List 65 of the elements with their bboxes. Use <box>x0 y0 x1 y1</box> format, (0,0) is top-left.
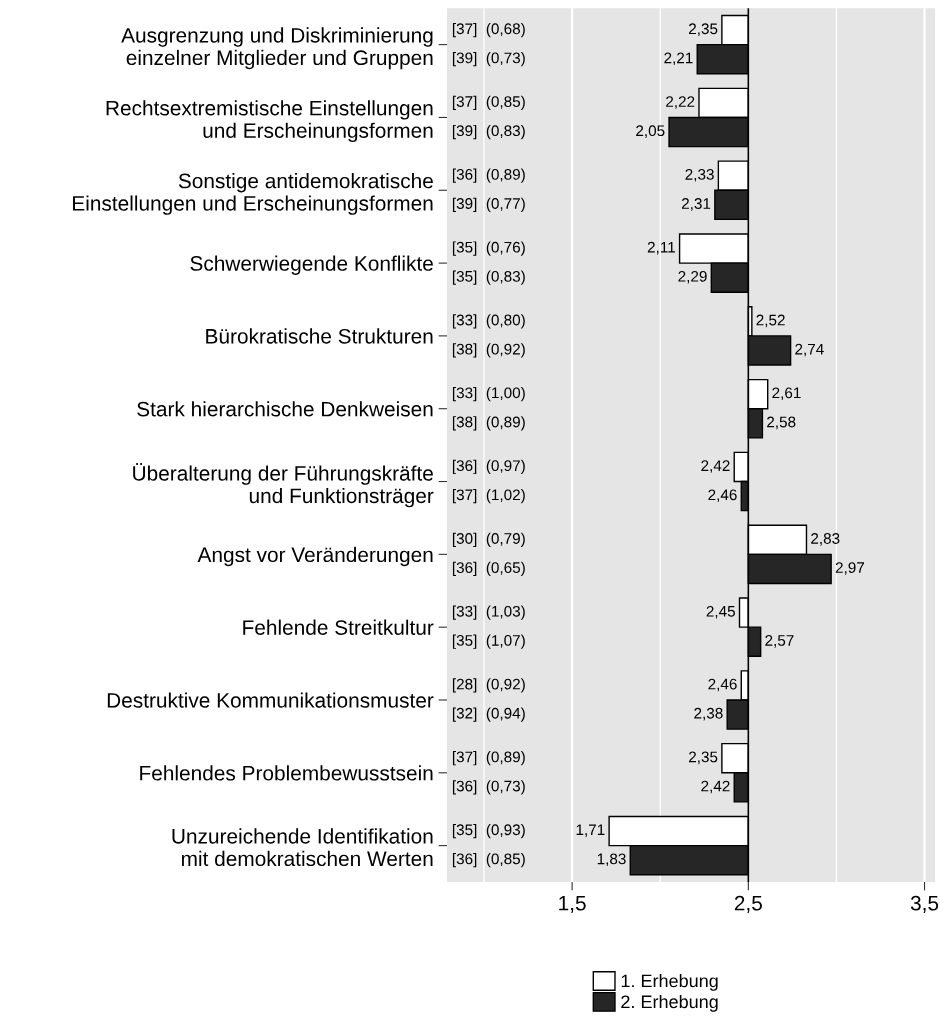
legend-label: 1. Erhebung <box>621 974 718 991</box>
data-label: 2,46 <box>708 489 737 502</box>
x-tick-label: 2,5 <box>734 895 762 913</box>
annotation: [30] (0,79) <box>452 532 525 547</box>
data-label: 2,22 <box>666 96 695 109</box>
y-tick-label: Schwerwiegende Konflikte <box>190 255 433 275</box>
annotation: [38] (0,92) <box>452 343 525 358</box>
x-tick-label: 1,5 <box>559 895 586 913</box>
annotation: [35] (0,93) <box>452 823 525 839</box>
annotation: [36] (0,89) <box>452 168 525 183</box>
annotation: [36] (0,73) <box>452 780 525 795</box>
y-tick-label: Angst vor Veränderungen <box>197 546 433 567</box>
annotation: [39] (0,77) <box>452 197 525 212</box>
y-tick-label: Fehlendes Problembewusstsein <box>140 765 433 781</box>
annotation: [33] (1,00) <box>452 387 525 402</box>
y-tick-label: Ausgrenzung und Diskriminierung einzelner Mitglieder und Gruppen <box>121 27 433 70</box>
data-label: 2,42 <box>701 460 730 473</box>
annotation: [35] (1,07) <box>452 634 525 649</box>
data-label: 2,83 <box>811 533 840 546</box>
data-label: 2,74 <box>795 343 824 357</box>
data-label: 2,97 <box>835 562 865 575</box>
data-label: 2,29 <box>678 270 707 284</box>
y-tick-label: Überalterung der Führungskräfte und Funktionsträger <box>133 463 434 508</box>
annotation: [33] (1,03) <box>452 605 525 620</box>
data-label: 2,35 <box>689 751 718 765</box>
data-label: 2,11 <box>647 241 675 255</box>
y-tick-label: Sonstige antidemokratische Einstellungen und Erscheinungsformen <box>73 173 433 215</box>
data-label: 2,21 <box>664 52 693 66</box>
data-label: 2,57 <box>765 635 794 648</box>
data-label: 2,42 <box>701 780 730 794</box>
data-label: 2,35 <box>689 23 718 36</box>
y-tick-label: Destruktive Kommunikationsmuster <box>107 692 434 708</box>
annotation: [36] (0,97) <box>452 459 525 475</box>
data-label: 1,71 <box>576 824 605 837</box>
x-tick-label: 3,5 <box>910 895 939 913</box>
y-tick-label: Bürokratische Strukturen <box>206 328 433 344</box>
y-tick-label: Unzureichende Identifikation mit demokratischen Werten <box>172 828 433 867</box>
annotation: [28] (0,92) <box>452 678 525 693</box>
data-label: 2,33 <box>685 168 714 182</box>
annotation: [37] (0,89) <box>452 751 525 766</box>
annotation: [33] (0,80) <box>452 314 525 329</box>
y-tick-label: Fehlende Streitkultur <box>243 619 434 635</box>
data-label: 2,45 <box>706 605 735 619</box>
legend-label: 2. Erhebung <box>621 994 718 1012</box>
data-label: 2,61 <box>772 387 801 401</box>
data-label: 2,38 <box>694 707 723 721</box>
data-label: 2,05 <box>636 125 665 138</box>
annotation: [38] (0,89) <box>452 416 525 431</box>
data-label: 2,58 <box>767 416 796 430</box>
y-tick-label: Stark hierarchische Denkweisen <box>137 401 433 417</box>
annotation: [37] (0,68) <box>452 22 525 38</box>
data-label: 2,52 <box>756 314 785 328</box>
annotation: [35] (0,83) <box>452 270 525 285</box>
annotation: [39] (0,83) <box>452 124 525 140</box>
annotation: [37] (0,85) <box>452 95 525 111</box>
data-label: 1,83 <box>597 853 626 867</box>
data-label: 2,31 <box>681 198 711 211</box>
annotation: [35] (0,76) <box>452 241 525 256</box>
data-label: 2,46 <box>708 678 737 692</box>
annotation: [36] (0,85) <box>452 853 525 868</box>
annotation: [37] (1,02) <box>452 488 525 504</box>
annotation: [39] (0,73) <box>452 52 525 67</box>
annotation: [32] (0,94) <box>452 707 525 722</box>
annotation: [36] (0,65) <box>452 561 525 577</box>
y-tick-label: Rechtsextremistische Einstellungen und Erscheinungsformen <box>106 100 433 143</box>
